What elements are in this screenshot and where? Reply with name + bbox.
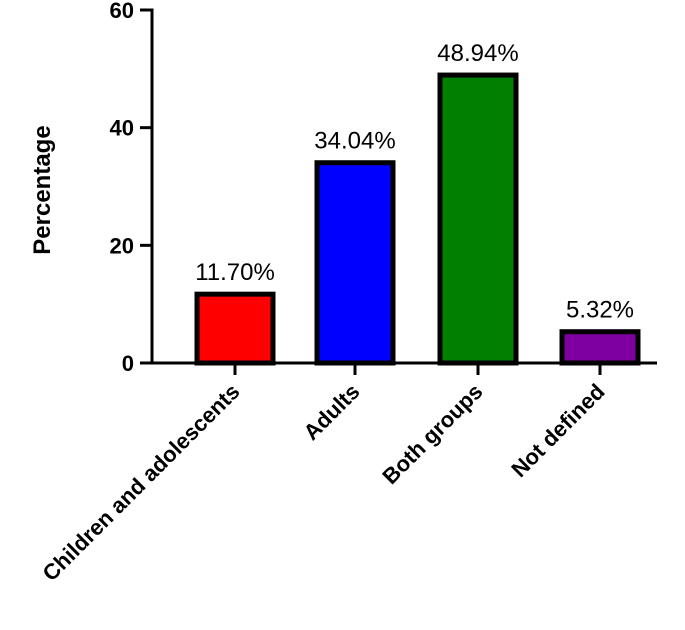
y-axis: 0 20 40 60 [110,0,154,376]
bar [194,291,276,366]
y-tick-label: 0 [122,351,134,376]
x-category-label: Children and adolescents [38,379,245,586]
data-labels: 11.70% 34.04% 48.94% 5.32% [195,40,634,324]
data-label: 48.94% [437,40,518,67]
data-label: 34.04% [314,128,395,155]
category-labels: Children and adolescents Adults Both group… [38,379,610,586]
bar [559,329,641,366]
y-tick-label: 60 [110,0,134,23]
y-tick-label: 40 [110,116,134,141]
bar [437,72,519,366]
bar [314,160,396,366]
y-tick-label: 20 [110,233,134,258]
bars [194,72,641,366]
data-label: 11.70% [195,259,275,286]
x-category-label: Both groups [377,379,487,489]
y-axis-title: Percentage [29,125,56,254]
data-label: 5.32% [566,297,634,324]
x-category-label: Not defined [506,379,609,482]
x-category-label: Adults [298,379,364,445]
